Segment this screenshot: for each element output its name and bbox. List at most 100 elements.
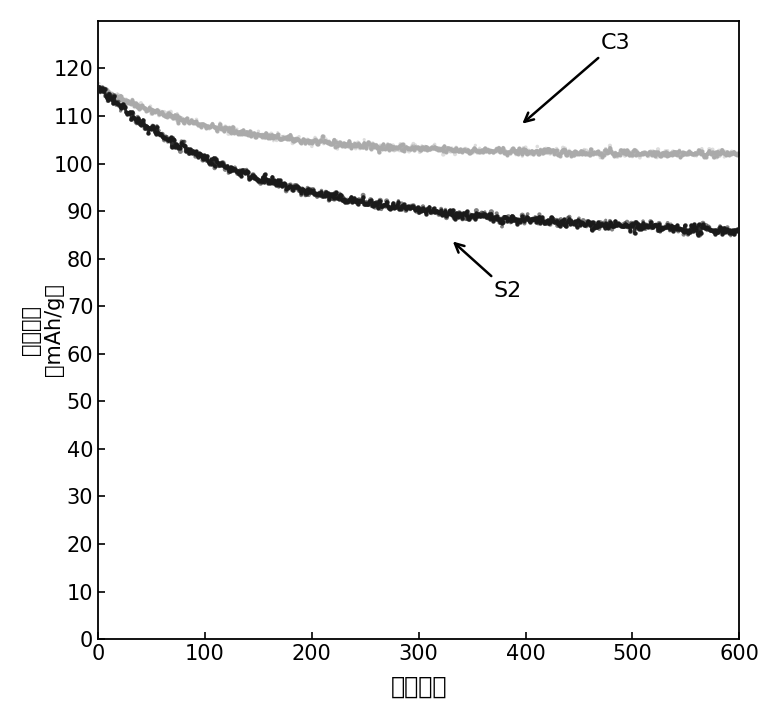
Point xyxy=(345,143,357,154)
Point xyxy=(197,153,210,164)
Point xyxy=(390,200,402,212)
Point xyxy=(491,207,503,219)
Point xyxy=(710,225,722,237)
Point xyxy=(129,116,142,127)
Point xyxy=(140,104,152,115)
Point xyxy=(150,105,162,117)
Point xyxy=(296,183,308,194)
Point xyxy=(625,146,637,158)
Point xyxy=(229,123,241,135)
Point xyxy=(727,148,739,159)
Point xyxy=(215,159,227,171)
Point xyxy=(161,107,174,119)
Point xyxy=(321,190,334,202)
Point xyxy=(301,182,314,194)
Point xyxy=(335,189,347,200)
Point xyxy=(362,199,374,211)
Point xyxy=(222,167,235,179)
Point xyxy=(612,148,625,159)
Point xyxy=(593,149,605,161)
Point xyxy=(601,220,613,231)
Point xyxy=(203,124,215,135)
Point xyxy=(318,135,331,146)
Point xyxy=(308,187,321,199)
Point xyxy=(223,163,236,175)
Point xyxy=(399,204,412,216)
Point xyxy=(115,91,128,102)
Point xyxy=(564,217,576,229)
Point xyxy=(245,131,257,143)
Point xyxy=(595,220,608,232)
Point xyxy=(620,219,633,230)
Point xyxy=(656,222,668,233)
Point xyxy=(168,111,180,122)
Point xyxy=(239,129,251,140)
Point xyxy=(396,200,409,212)
Point xyxy=(428,207,441,218)
Point xyxy=(232,166,244,177)
Point xyxy=(153,125,165,136)
Point xyxy=(110,92,122,104)
Point xyxy=(696,220,708,232)
Point xyxy=(690,148,702,159)
Point xyxy=(589,217,601,229)
Point xyxy=(445,142,458,153)
Point xyxy=(618,222,630,233)
Point xyxy=(249,171,261,182)
Point xyxy=(135,97,147,109)
Point xyxy=(509,145,521,156)
Point xyxy=(194,149,207,161)
Point xyxy=(101,95,114,107)
Point xyxy=(144,101,156,112)
Point xyxy=(159,131,172,143)
Point xyxy=(179,145,192,157)
Point xyxy=(590,221,602,233)
Point xyxy=(644,147,656,158)
Point xyxy=(144,123,156,135)
Point xyxy=(544,219,556,230)
Point xyxy=(451,143,463,155)
Point xyxy=(230,125,243,137)
Point xyxy=(632,147,644,158)
Point xyxy=(685,148,697,159)
Point xyxy=(662,222,675,234)
Point xyxy=(142,127,154,139)
Point xyxy=(346,140,359,152)
Point xyxy=(281,183,293,194)
Point xyxy=(119,107,132,118)
Point xyxy=(243,125,256,136)
Point xyxy=(321,137,333,148)
Point xyxy=(711,225,723,237)
Point xyxy=(664,150,676,161)
Point xyxy=(332,138,345,149)
Point xyxy=(730,149,743,161)
Point xyxy=(147,120,159,132)
Point xyxy=(165,112,178,123)
Point xyxy=(587,217,599,229)
Point xyxy=(282,182,295,194)
Point xyxy=(193,148,205,160)
Point xyxy=(308,133,321,145)
Point xyxy=(589,147,601,158)
Point xyxy=(693,220,705,232)
Point xyxy=(661,145,674,156)
Point xyxy=(577,145,590,156)
Point xyxy=(573,148,585,160)
Point xyxy=(659,223,672,235)
Point xyxy=(285,184,298,195)
Point xyxy=(474,211,487,222)
Point xyxy=(210,152,222,163)
Point xyxy=(687,224,700,235)
Point xyxy=(402,203,415,215)
Point xyxy=(132,99,144,111)
Point xyxy=(317,138,330,150)
Point xyxy=(627,217,640,229)
Point xyxy=(260,174,272,186)
Point xyxy=(332,193,344,204)
Point xyxy=(723,225,736,236)
Point xyxy=(199,153,211,164)
Point xyxy=(541,144,553,156)
Point xyxy=(690,222,703,234)
Point xyxy=(529,211,541,222)
Point xyxy=(233,127,246,139)
